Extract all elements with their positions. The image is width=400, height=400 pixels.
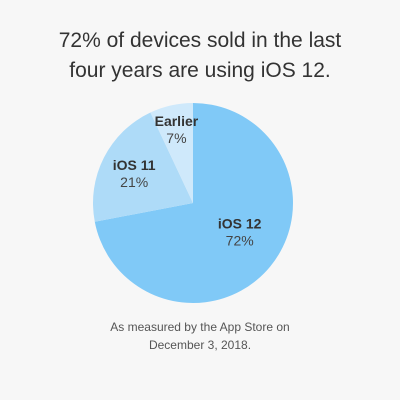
chart-title-line-1: 72% of devices sold in the last: [58, 29, 342, 52]
chart-title-line-2: four years are using iOS 12.: [69, 59, 331, 82]
pie-slice-ios-11: [92, 112, 193, 222]
pie-slice-earlier: [150, 103, 193, 203]
slice-value-ios-11: 21%: [120, 174, 148, 190]
slice-label-earlier: Earlier: [155, 113, 199, 129]
chart-title: 72% of devices sold in the last four yea…: [0, 26, 400, 86]
slice-value-ios-12: 72%: [226, 233, 254, 249]
footnote-line-1: As measured by the App Store on: [110, 320, 290, 334]
pie-slice-ios-12: [94, 103, 294, 304]
slice-label-ios-12: iOS 12: [218, 216, 262, 232]
slice-label-ios-11: iOS 11: [113, 157, 156, 173]
footnote-line-2: December 3, 2018.: [148, 338, 252, 352]
footnote: As measured by the App Store on December…: [0, 318, 400, 354]
slice-value-earlier: 7%: [166, 130, 186, 146]
